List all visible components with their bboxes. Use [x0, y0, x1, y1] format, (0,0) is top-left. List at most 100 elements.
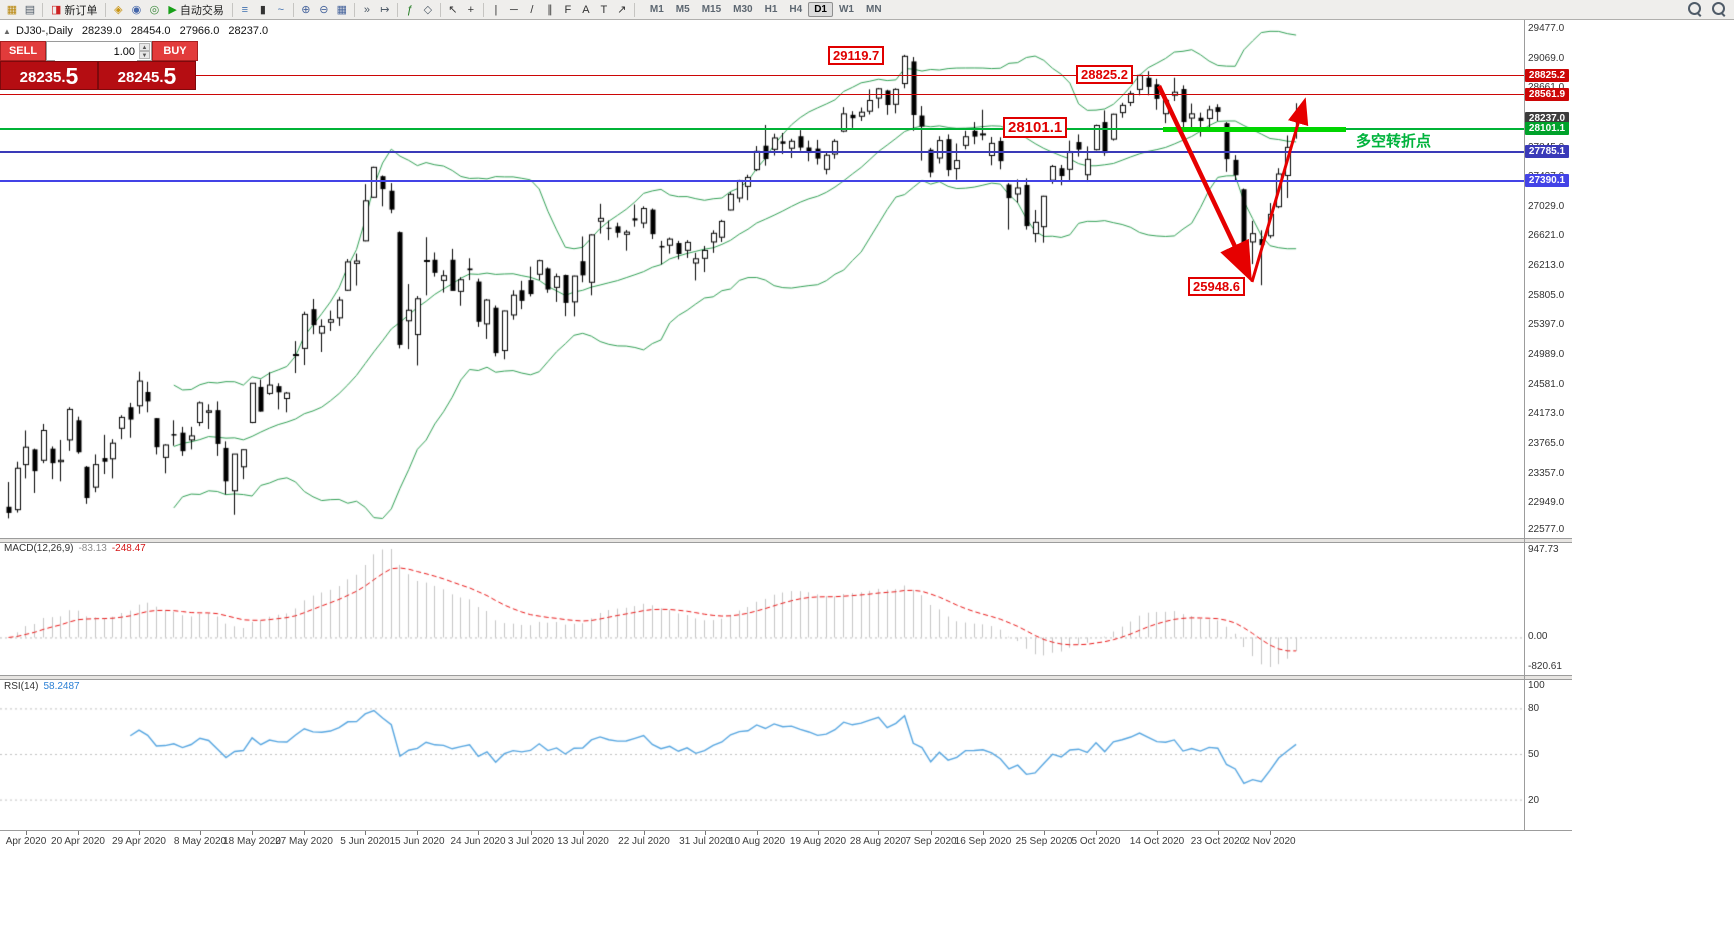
time-axis-tick [1270, 831, 1271, 835]
price-axis-label: 26213.0 [1528, 260, 1565, 272]
volume-up-button[interactable]: ▲ [139, 43, 150, 51]
panel-divider[interactable] [0, 538, 1572, 543]
price-badge-28561.9: 28561.9 [1525, 88, 1569, 102]
sell-price-big: 5 [65, 63, 79, 89]
timeframe-w1[interactable]: W1 [838, 4, 854, 15]
price-label-28825[interactable]: 28825.2 [1076, 65, 1133, 84]
profiles-icon[interactable]: ▤ [24, 3, 36, 16]
price-axis-label: 29069.0 [1528, 52, 1565, 64]
one-click-trade-panel: SELL ▲ ▼ BUY 28235.5 28245.5 [0, 41, 198, 90]
data-window-icon[interactable]: ◉ [131, 3, 142, 16]
time-axis-label: 8 May 2020 [173, 836, 227, 847]
volume-down-button[interactable]: ▼ [139, 51, 150, 59]
horizontal-level-line-28101.1[interactable] [0, 127, 1524, 130]
horizontal-level-line-27785.1[interactable] [0, 150, 1524, 153]
arrows-icon[interactable]: ↗ [617, 3, 627, 16]
cursor-icon[interactable]: ↖ [448, 3, 458, 16]
price-label-28101[interactable]: 28101.1 [1003, 117, 1068, 138]
chart-shift-icon[interactable]: ↦ [380, 3, 390, 16]
timeframe-d1[interactable]: D1 [808, 2, 833, 17]
price-axis-label: 25397.0 [1528, 319, 1565, 331]
label-icon[interactable]: T [600, 3, 608, 16]
buy-price-main: 28245. [117, 69, 164, 86]
rsi-value: 58.2487 [43, 681, 80, 692]
buy-price-button[interactable]: 28245. 5 [98, 61, 196, 90]
time-axis-label: 19 Aug 2020 [789, 836, 847, 847]
price-axis-label: 22949.0 [1528, 497, 1565, 509]
time-axis-label: 15 Jun 2020 [389, 836, 445, 847]
search-icon[interactable] [1709, 1, 1727, 18]
time-axis-tick [1218, 831, 1219, 835]
price-label-25948[interactable]: 25948.6 [1188, 277, 1245, 296]
crosshair-icon[interactable]: + [467, 3, 475, 16]
time-axis-label: 3 Jul 2020 [507, 836, 555, 847]
timeframe-m5[interactable]: M5 [675, 4, 690, 15]
time-axis-label: 16 Sep 2020 [954, 836, 1012, 847]
sell-price-button[interactable]: 28235. 5 [0, 61, 98, 90]
zoom-in-icon[interactable]: ⊕ [301, 3, 311, 16]
time-axis-label: 2 Nov 2020 [1244, 836, 1296, 847]
timeframe-m15[interactable]: M15 [701, 4, 722, 15]
objects-icon[interactable]: ◇ [423, 3, 433, 16]
timeframe-m30[interactable]: M30 [733, 4, 753, 15]
macd-signal-value: -248.47 [111, 543, 146, 554]
macd-canvas[interactable] [0, 541, 1524, 675]
price-badge-28825.2: 28825.2 [1525, 69, 1569, 83]
price-chart-canvas[interactable] [0, 20, 1524, 538]
time-axis-tick [200, 831, 201, 835]
time-axis-label: 24 Jun 2020 [450, 836, 506, 847]
tile-windows-icon[interactable]: ▦ [336, 3, 348, 16]
horizontal-line-icon[interactable]: ─ [509, 3, 518, 16]
market-watch-icon[interactable]: ◈ [114, 3, 123, 16]
volume-input[interactable] [55, 43, 137, 61]
toolbar-left-group: ▦ ▤ ◨ 新订单 ◈ ◉ ◎ ▶ 自动交易 ≡ ▮ ~ ⊕ ⊖ ▦ » ↦ ƒ ◇ ↖ + | ─ / ∥ F A T ↗ [3, 2, 638, 18]
panel-divider[interactable] [0, 675, 1572, 680]
turning-point-note[interactable]: 多空转折点 [1356, 133, 1432, 150]
line-chart-icon[interactable]: ~ [277, 3, 285, 16]
timeframe-h4[interactable]: H4 [789, 4, 803, 15]
rsi-canvas[interactable] [0, 678, 1524, 830]
horizontal-level-line-28825.2[interactable] [0, 75, 1524, 77]
buy-button[interactable]: BUY [152, 41, 198, 61]
price-axis-label: 24581.0 [1528, 378, 1565, 390]
timeframe-mn[interactable]: MN [865, 4, 882, 15]
search-symbol-icon[interactable] [1685, 1, 1703, 18]
low-value: 27966.0 [179, 25, 220, 37]
trendline-icon[interactable]: / [530, 3, 534, 16]
price-label-29119[interactable]: 29119.7 [828, 46, 885, 65]
indicators-icon[interactable]: ƒ [406, 3, 413, 16]
bar-chart-icon[interactable]: ≡ [241, 3, 249, 16]
toolbar-separator [105, 2, 107, 17]
time-axis-label: 5 Oct 2020 [1071, 836, 1121, 847]
fibonacci-icon[interactable]: F [564, 3, 572, 16]
vertical-line-icon[interactable]: | [494, 3, 498, 16]
time-axis-separator [0, 830, 1572, 831]
rsi-axis-label: 50 [1528, 749, 1540, 760]
one-click-collapse-icon[interactable]: ▲ [3, 27, 11, 36]
macd-axis-label: -820.61 [1528, 661, 1562, 672]
navigator-icon[interactable]: ◎ [149, 3, 160, 16]
time-axis-tick [531, 831, 532, 835]
auto-scroll-icon[interactable]: » [363, 3, 370, 16]
text-icon[interactable]: A [582, 3, 590, 16]
candlestick-chart-icon[interactable]: ▮ [259, 3, 266, 16]
new-chart-icon[interactable]: ▦ [6, 3, 18, 16]
horizontal-level-line-27390.1[interactable] [0, 179, 1524, 182]
sell-button[interactable]: SELL [0, 41, 46, 61]
macd-main-value: -83.13 [78, 543, 107, 554]
new-order-button-icon: ◨ [51, 4, 62, 16]
time-axis-tick [705, 831, 706, 835]
horizontal-level-line-28561.9[interactable] [0, 94, 1524, 96]
time-axis-tick [78, 831, 79, 835]
new-order-button[interactable]: ◨ 新订单 [46, 2, 102, 18]
autotrade-button[interactable]: ▶ 自动交易 [163, 2, 228, 18]
timeframe-h1[interactable]: H1 [764, 4, 778, 15]
volume-field: ▲ ▼ [46, 41, 152, 61]
rsi-axis-label: 100 [1528, 680, 1545, 691]
support-segment-line[interactable] [1163, 126, 1346, 132]
timeframe-m1[interactable]: M1 [649, 4, 664, 15]
symbol-period-label: DJ30-,Daily [16, 25, 73, 37]
zoom-out-icon[interactable]: ⊖ [319, 3, 329, 16]
channel-icon[interactable]: ∥ [547, 3, 553, 16]
time-axis-tick [757, 831, 758, 835]
